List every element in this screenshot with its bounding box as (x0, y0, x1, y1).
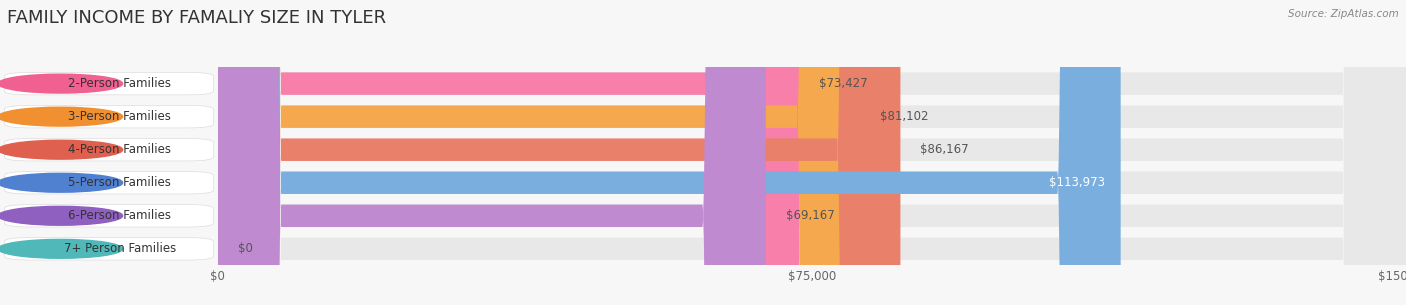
FancyBboxPatch shape (4, 205, 214, 227)
FancyBboxPatch shape (4, 106, 214, 128)
Text: Source: ZipAtlas.com: Source: ZipAtlas.com (1288, 9, 1399, 19)
FancyBboxPatch shape (4, 238, 214, 260)
Text: $73,427: $73,427 (820, 77, 868, 90)
FancyBboxPatch shape (218, 0, 1406, 305)
FancyBboxPatch shape (4, 138, 214, 161)
Text: $69,167: $69,167 (786, 209, 834, 222)
Text: 5-Person Families: 5-Person Families (69, 176, 172, 189)
Text: $0: $0 (238, 242, 253, 255)
FancyBboxPatch shape (218, 0, 860, 305)
Text: FAMILY INCOME BY FAMALIY SIZE IN TYLER: FAMILY INCOME BY FAMALIY SIZE IN TYLER (7, 9, 387, 27)
Text: $113,973: $113,973 (1049, 176, 1105, 189)
FancyBboxPatch shape (4, 171, 214, 194)
FancyBboxPatch shape (218, 0, 800, 305)
FancyBboxPatch shape (218, 0, 1121, 305)
FancyBboxPatch shape (218, 0, 766, 305)
Text: 4-Person Families: 4-Person Families (69, 143, 172, 156)
Text: 3-Person Families: 3-Person Families (69, 110, 172, 123)
Text: $86,167: $86,167 (920, 143, 969, 156)
FancyBboxPatch shape (218, 0, 1406, 305)
Circle shape (0, 140, 122, 159)
FancyBboxPatch shape (218, 0, 1406, 305)
Text: $81,102: $81,102 (880, 110, 928, 123)
Circle shape (0, 74, 122, 93)
FancyBboxPatch shape (218, 0, 900, 305)
FancyBboxPatch shape (218, 0, 1406, 305)
FancyBboxPatch shape (218, 0, 1406, 305)
FancyBboxPatch shape (218, 0, 1406, 305)
FancyBboxPatch shape (4, 72, 214, 95)
Circle shape (0, 173, 122, 192)
Text: 6-Person Families: 6-Person Families (69, 209, 172, 222)
Circle shape (0, 107, 122, 126)
Text: 2-Person Families: 2-Person Families (69, 77, 172, 90)
Circle shape (0, 206, 122, 225)
Text: 7+ Person Families: 7+ Person Families (63, 242, 176, 255)
Circle shape (0, 239, 122, 258)
